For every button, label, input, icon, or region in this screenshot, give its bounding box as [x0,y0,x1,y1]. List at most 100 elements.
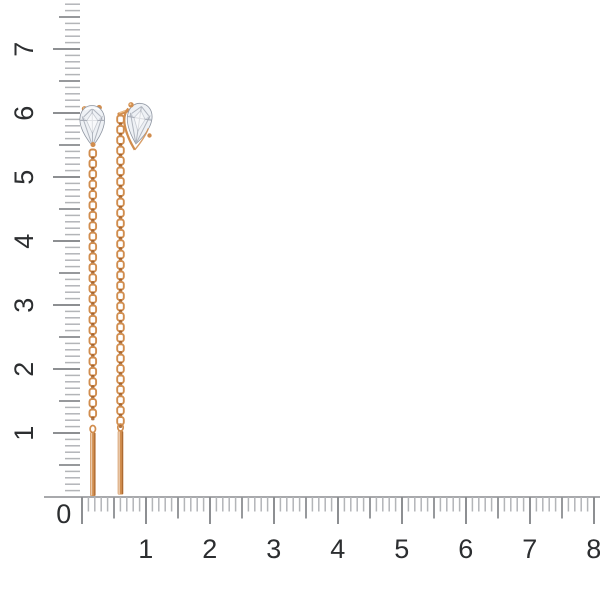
chain-link [88,325,98,335]
h-ruler-label: 2 [202,534,218,564]
chain-link [116,322,125,333]
chain-link [116,156,125,166]
chain-link [88,273,98,283]
v-ruler-label: 1 [9,425,39,441]
chain-link [116,176,125,187]
chain-link [116,218,125,229]
chain-link [88,231,98,242]
diamond-shaded-facets [80,116,105,121]
chain-link [88,190,98,200]
v-ruler-label: 7 [9,41,39,57]
chain-link [88,148,98,159]
chain-link [116,405,125,416]
right-bar-shade [121,431,124,494]
chain-link [116,312,125,322]
left-earring-chain [88,148,98,421]
chain-link [116,364,125,374]
chain-link-edge [91,416,95,421]
chain-link [116,239,125,249]
chain-link [116,332,125,343]
chain-link [88,169,98,179]
chain-link [116,280,125,291]
chain-link [88,283,98,294]
left-threader-bar [89,424,97,496]
v-ruler-label: 4 [9,233,39,249]
chain-link [88,252,98,263]
chain-link [116,187,125,197]
right-bar-highlight [118,431,120,494]
chain-link [88,346,98,356]
right-earring [116,102,153,495]
left-pear-diamond [79,105,105,147]
chain-link [116,114,125,125]
chain-link [88,179,98,190]
chain-link [116,384,125,395]
chain-link [88,408,98,419]
chain-link [116,270,125,281]
h-ruler-label: 4 [330,534,346,564]
right-threader-bar [116,423,125,495]
right-earring-chain [116,114,125,428]
chain-link [88,314,98,325]
chain-link [116,249,125,260]
chain-link [88,158,98,169]
h-ruler-label: 7 [522,534,538,564]
chain-link [116,145,125,156]
right-prong-side [147,133,152,138]
v-ruler-label: 6 [9,105,39,121]
right-pear-diamond [126,102,153,145]
horizontal-ruler [44,496,600,524]
chain-link [116,395,125,405]
h-ruler-label: 1 [138,534,154,564]
chain-link [88,262,98,273]
chain-link [88,356,98,367]
chain-link [88,210,98,221]
chain-link [88,366,98,377]
left-bar-link [89,424,97,434]
chain-link [88,377,98,387]
h-ruler-label: 6 [458,534,474,564]
chain-link [116,301,125,312]
chain-link [88,294,98,304]
chain-link [116,374,125,385]
right-basket-rim-lower [134,128,149,151]
chain-link [116,343,125,353]
diamond-top-highlight [84,107,100,111]
chain-link [116,353,125,364]
chain-link [88,398,98,408]
h-ruler-label: 3 [266,534,282,564]
h-ruler-label: 8 [586,534,600,564]
right-basket-rim [123,107,136,151]
chain-link [88,387,98,398]
chain-link [116,291,125,301]
chain-link-edge [118,424,123,428]
chain-link [116,208,125,218]
diamond-shaded-facets [127,113,152,121]
v-ruler-label: 5 [9,169,39,185]
vertical-ruler [53,3,80,492]
chain-link [88,304,98,315]
right-prong-glint [129,103,132,106]
left-earring [79,104,105,496]
left-point-tip [90,142,96,148]
v-ruler-label: 3 [9,297,39,313]
chain-link [88,242,98,252]
left-bar-highlight [90,433,93,496]
chain-link [116,135,125,145]
h-ruler-label: 5 [394,534,410,564]
chain-link [116,166,125,177]
left-bar-shade [94,433,96,496]
chain-link [88,221,98,231]
chain-link [116,228,125,239]
ruler-labels: 0 1 2 3 4 5 6 7 8 1 2 3 4 5 6 7 [9,41,600,564]
chain-link [88,335,98,346]
h-ruler-label: 0 [56,499,72,529]
chain-link [116,197,125,208]
diamond-kite-facet [133,109,146,133]
diamond-kite-facet [86,111,99,135]
v-ruler-label: 2 [9,361,39,377]
chain-link [116,260,125,270]
chain-link [88,200,98,211]
chain-link [116,124,125,135]
